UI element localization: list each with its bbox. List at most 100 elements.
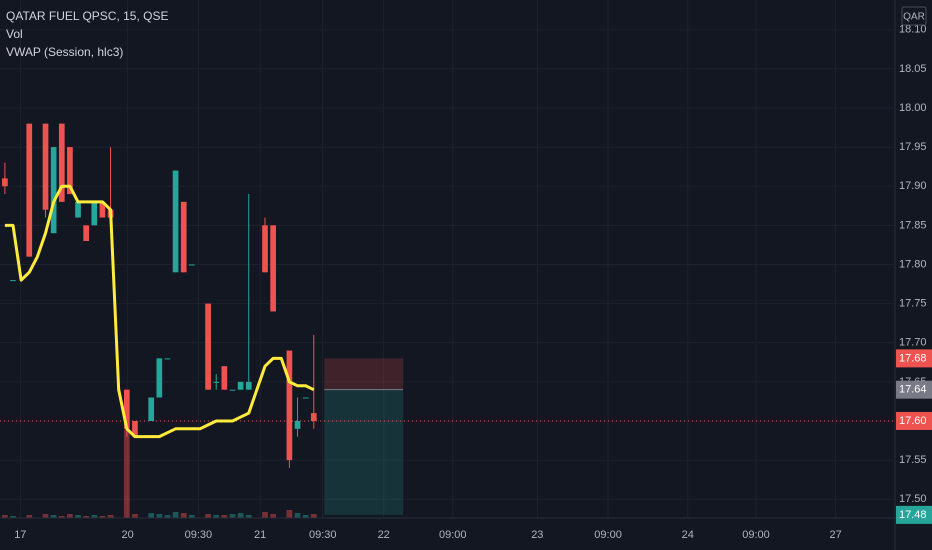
volume-bar [302,515,309,518]
volume-bar [67,514,73,518]
x-tick-label: 22 [378,529,390,541]
candle-body [132,420,138,437]
volume-bar [164,515,171,518]
position-target-zone [324,389,404,515]
volume-bar [148,513,155,518]
price-label-box [896,349,932,368]
volume-bar [107,515,114,518]
volume-bar [221,515,228,518]
x-tick-label: 09:30 [185,529,213,541]
volume-bar [294,513,301,518]
candle-body [213,381,220,383]
volume-bar [42,514,49,518]
candle-body [172,170,179,273]
currency: QAR [903,12,925,23]
candle-body [270,225,276,312]
y-tick-label: 17.55 [899,454,927,466]
candle-body [302,397,309,399]
volume-bar [58,516,65,518]
candle-body [245,381,252,390]
y-tick-label: 18.05 [899,63,927,75]
x-tick-label: 27 [830,529,842,541]
candle-body [237,381,244,390]
volume-bar [229,514,236,518]
volume-bar [310,514,317,518]
volume-bar [172,512,179,518]
candle-body [286,350,293,461]
y-tick-label: 17.75 [899,298,927,310]
volume-bar [262,512,268,518]
x-tick-label: 24 [682,529,694,541]
volume-bar [180,513,187,518]
candle-body [26,123,33,257]
volume-bar [245,515,252,518]
candle-body [50,147,57,234]
x-tick-label: 09:30 [309,529,337,541]
price-label-box [896,380,932,399]
x-tick-label: 20 [121,529,133,541]
volume-bar [99,516,106,518]
candle-body [262,225,268,273]
candle-body [10,280,16,282]
y-tick-label: 17.70 [899,337,927,349]
volume-bar [270,514,276,518]
candle-body [58,123,65,202]
y-tick-label: 17.50 [899,493,927,505]
y-tick-label: 18.00 [899,102,927,114]
price-label: 17.64 [899,384,927,396]
candle-body [67,147,73,195]
candle-body [294,420,301,429]
volume-bar [237,513,244,518]
volume-bar [188,515,195,518]
price-label: 17.48 [899,509,927,521]
volume-bar [132,514,138,518]
candle-body [221,366,228,390]
candle-body [229,389,236,391]
candle-body [83,225,90,242]
candle-body [2,178,8,187]
volume-bar [286,510,293,518]
x-tick-label: 17 [14,529,26,541]
price-label-box [896,411,932,430]
price-label: 17.60 [899,415,927,427]
volume-bar [123,430,130,518]
candle-body [205,303,211,390]
vwap-line [4,184,315,439]
volume-bar [83,516,90,518]
candle-body [91,201,98,226]
x-tick-label: 09:00 [439,529,467,541]
y-tick-label: 17.90 [899,180,927,192]
y-tick-label: 17.95 [899,141,927,153]
candle-body [164,358,171,360]
y-tick-label: 17.80 [899,258,927,270]
y-tick-label: 18.10 [899,24,927,36]
volume-bar [10,516,16,518]
volume-bar [26,515,33,518]
volume-bar [156,514,163,518]
x-tick-label: 09:00 [594,529,622,541]
candle-body [156,358,163,398]
volume-bar [205,514,211,518]
candle-body [180,201,187,273]
position-stop-zone [324,358,404,390]
x-tick-label: 09:00 [742,529,770,541]
y-tick-label: 17.85 [899,219,927,231]
x-tick-label: 23 [531,529,543,541]
volume-bar [75,515,81,518]
candle-body [123,389,130,429]
candle-body [75,201,81,218]
volume-bar [50,515,57,518]
indicator-name: Vol [6,27,23,41]
currency-box[interactable] [901,6,927,26]
volume-bar [213,515,220,518]
candle-body [148,397,155,421]
price-label-box [896,505,932,524]
price-label: 17.68 [899,352,927,364]
candle-body [99,201,106,218]
candle-body [310,413,317,421]
volume-bar [2,515,8,518]
candle-body [188,264,195,266]
x-tick-label: 21 [254,529,266,541]
